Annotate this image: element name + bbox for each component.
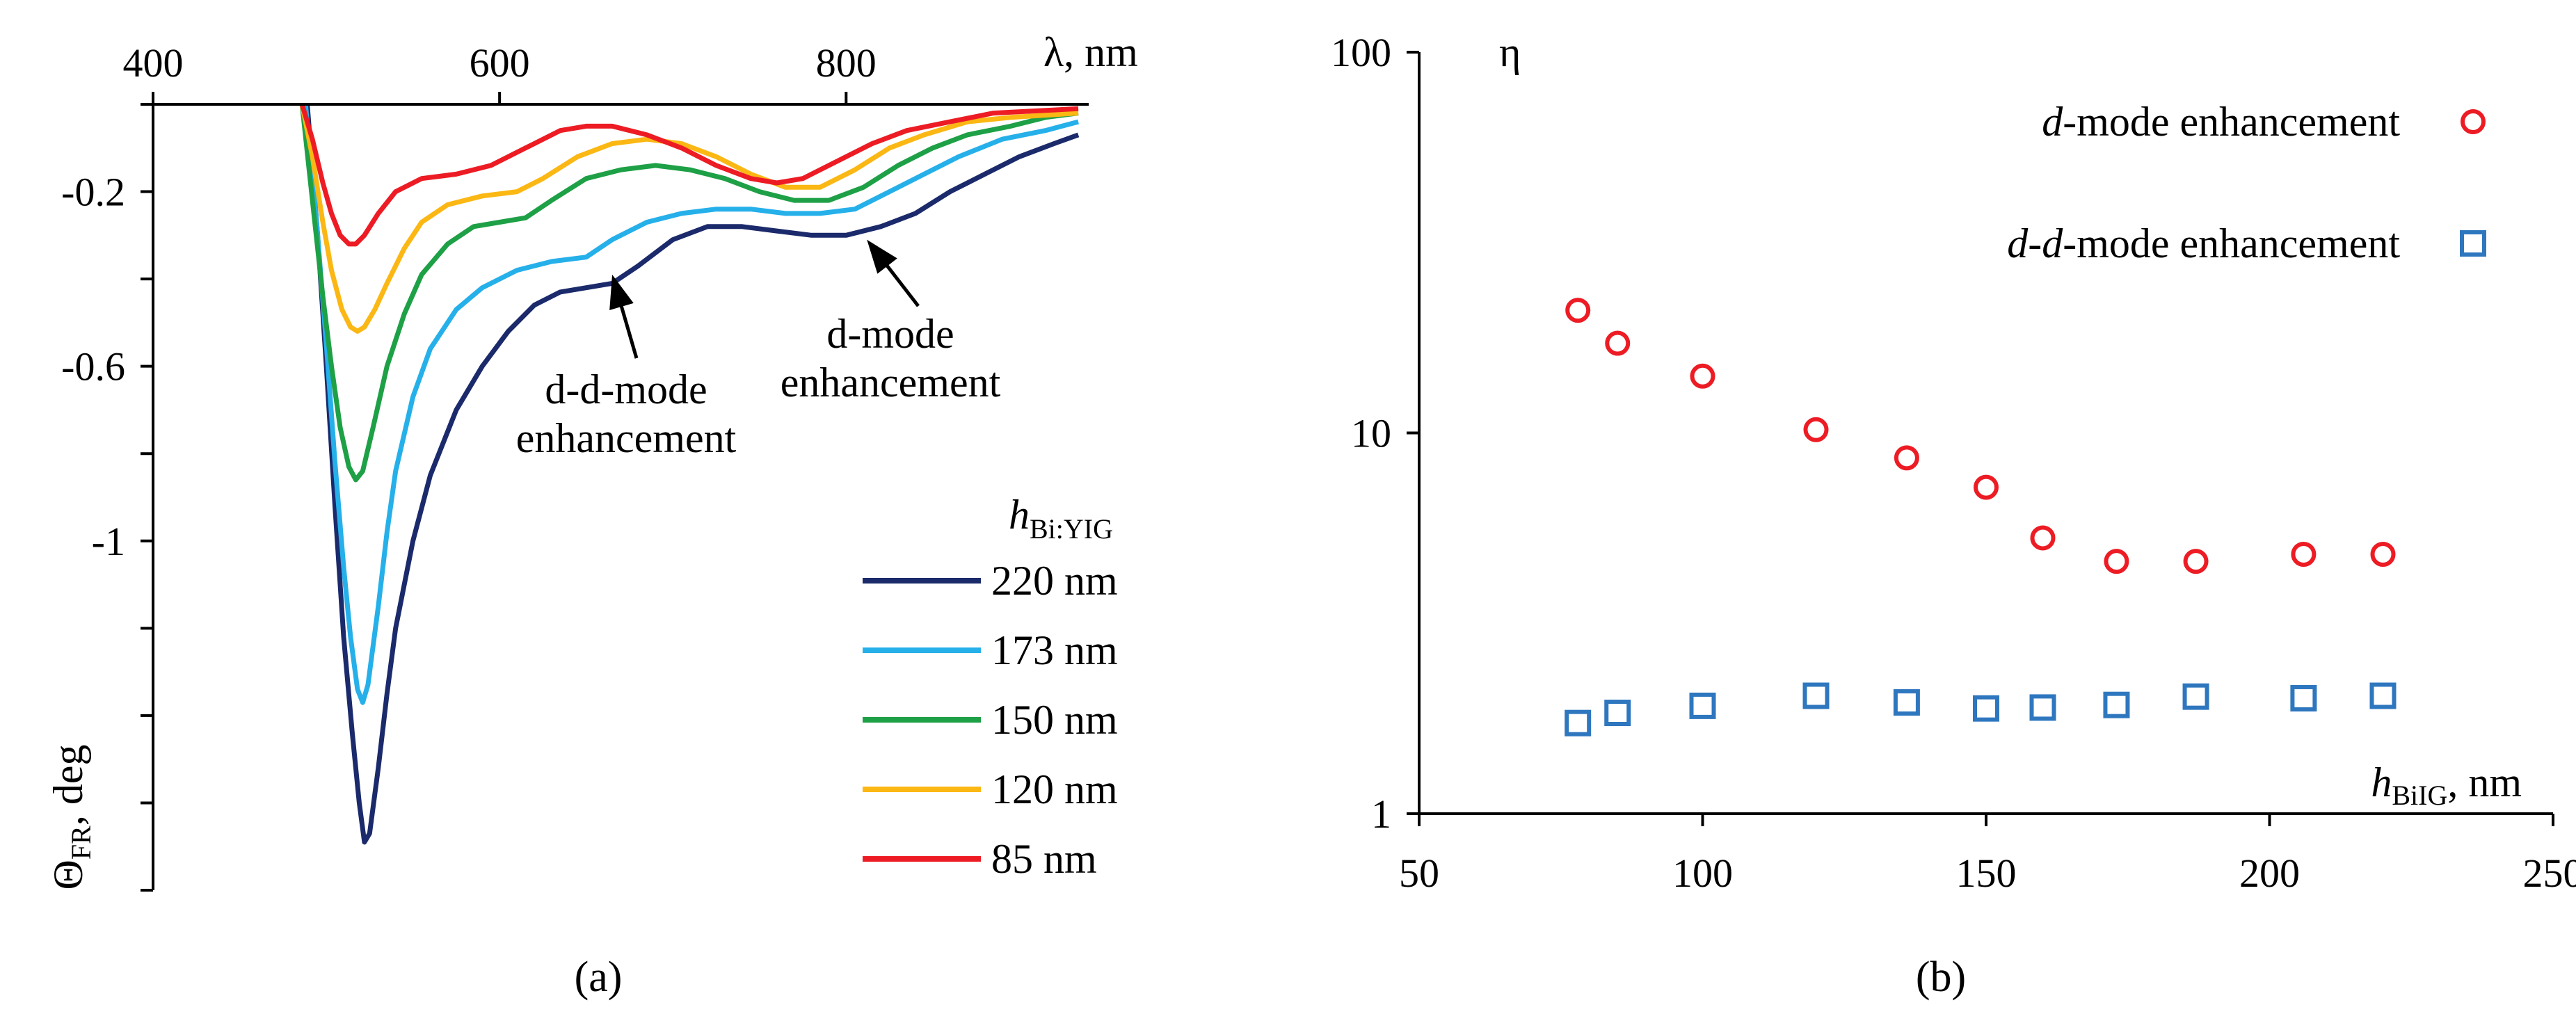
a-annotation-arrowhead-1 bbox=[609, 274, 634, 310]
b-legend: d-mode enhancement d-d-mode enhancement bbox=[2007, 99, 2486, 266]
point-d-mode-enhancement-136 bbox=[1894, 445, 1919, 471]
point-d-d-mode-enhancement-187 bbox=[2182, 683, 2209, 710]
point-d-mode-enhancement-187 bbox=[2183, 549, 2209, 574]
b-legend-marker-d-mode-enhancement bbox=[2461, 109, 2486, 134]
b-legend-label-d-d-mode-enhancement: d-d-mode enhancement bbox=[2007, 220, 2400, 266]
a-x-tick-label-800: 800 bbox=[816, 40, 877, 86]
a-y-axis-title: ΘFR, deg bbox=[45, 745, 97, 890]
panel-label-b: (b) bbox=[1916, 953, 1966, 1001]
point-d-d-mode-enhancement-173 bbox=[2103, 691, 2130, 718]
point-d-d-mode-enhancement-120 bbox=[1802, 682, 1830, 709]
panel-b-enhancement-chart: 50 100 150 200 250 1 10 100 η hBiIG, nm d-mode en… bbox=[1331, 29, 2576, 1001]
b-y-tick-label-10: 10 bbox=[1351, 411, 1391, 456]
a-series-group bbox=[299, 104, 1080, 845]
b-y-axis-title: η bbox=[1499, 29, 1521, 75]
point-d-d-mode-enhancement-85 bbox=[1604, 700, 1631, 727]
point-d-d-mode-enhancement-206 bbox=[2290, 685, 2317, 712]
point-d-d-mode-enhancement-220 bbox=[2369, 682, 2397, 709]
a-legend-label-85-nm: 85 nm bbox=[991, 836, 1097, 882]
a-legend-label-120-nm: 120 nm bbox=[991, 766, 1118, 812]
a-annotation-text-1-1: d-d-mode bbox=[545, 367, 707, 412]
b-legend-marker-d-d-mode-enhancement bbox=[2460, 230, 2486, 257]
a-x-axis-title: λ, nm bbox=[1043, 29, 1138, 75]
b-y-tick-label-1: 1 bbox=[1371, 791, 1391, 837]
b-x-tick-label-100: 100 bbox=[1672, 851, 1733, 896]
series-line-150-nm bbox=[299, 104, 1079, 483]
point-d-d-mode-enhancement-136 bbox=[1893, 689, 1920, 716]
point-d-mode-enhancement-120 bbox=[1803, 417, 1829, 442]
point-d-mode-enhancement-100 bbox=[1690, 363, 1715, 389]
point-d-mode-enhancement-150 bbox=[1974, 474, 1999, 500]
point-d-mode-enhancement-85 bbox=[1605, 330, 1631, 356]
a-annotation-arrowhead-2 bbox=[867, 239, 897, 274]
a-y-tick-label-1: -1 bbox=[92, 519, 125, 564]
point-d-mode-enhancement-220 bbox=[2370, 542, 2396, 568]
b-axes: 50 100 150 200 250 1 10 100 η hBiIG, nm bbox=[1331, 29, 2576, 896]
a-annotation-text-1-2: enhancement bbox=[516, 415, 737, 461]
series-line-85-nm bbox=[299, 104, 1079, 247]
a-y-tick-label-0-2: -0.2 bbox=[61, 170, 125, 215]
point-d-d-mode-enhancement-160 bbox=[2029, 694, 2056, 721]
b-x-tick-label-200: 200 bbox=[2239, 851, 2300, 896]
a-x-tick-label-400: 400 bbox=[123, 40, 184, 86]
series-line-120-nm bbox=[299, 104, 1079, 334]
point-d-d-mode-enhancement-100 bbox=[1689, 692, 1716, 719]
panel-a-spectra-chart: 400 600 800 λ, nm -0.2 -0.6 -1 ΘFR, deg d-d-mod… bbox=[45, 29, 1138, 1001]
b-x-axis-title: hBiIG, nm bbox=[2371, 759, 2522, 811]
point-d-mode-enhancement-206 bbox=[2291, 542, 2317, 568]
point-d-mode-enhancement-78 bbox=[1565, 298, 1591, 323]
a-x-tick-label-600: 600 bbox=[470, 40, 530, 86]
b-points-group bbox=[1565, 298, 2397, 737]
b-x-tick-label-50: 50 bbox=[1399, 851, 1439, 896]
a-legend-label-173-nm: 173 nm bbox=[991, 627, 1118, 673]
series-line-173-nm bbox=[303, 104, 1079, 705]
b-legend-label-d-mode-enhancement: d-mode enhancement bbox=[2042, 99, 2400, 145]
a-annotation-text-2-2: enhancement bbox=[781, 360, 1001, 405]
point-d-d-mode-enhancement-78 bbox=[1565, 709, 1592, 737]
a-annotation-text-2-1: d-mode bbox=[826, 311, 954, 357]
b-x-tick-label-150: 150 bbox=[1956, 851, 2017, 896]
a-legend: hBi:YIG 220 nm 173 nm 150 nm 120 nm 85 nm bbox=[863, 492, 1118, 882]
a-legend-title: hBi:YIG bbox=[1009, 492, 1113, 545]
b-x-tick-label-250: 250 bbox=[2523, 851, 2576, 896]
point-d-d-mode-enhancement-150 bbox=[1973, 695, 1999, 722]
a-legend-label-220-nm: 220 nm bbox=[991, 558, 1118, 604]
point-d-mode-enhancement-173 bbox=[2104, 549, 2129, 574]
a-axes: 400 600 800 λ, nm -0.2 -0.6 -1 ΘFR, deg bbox=[45, 29, 1138, 892]
b-y-tick-label-100: 100 bbox=[1331, 30, 1391, 75]
series-line-220-nm bbox=[305, 104, 1080, 845]
panel-label-a: (a) bbox=[575, 953, 623, 1001]
a-y-tick-label-0-6: -0.6 bbox=[61, 344, 125, 389]
a-legend-label-150-nm: 150 nm bbox=[991, 697, 1118, 743]
point-d-mode-enhancement-160 bbox=[2030, 525, 2056, 551]
